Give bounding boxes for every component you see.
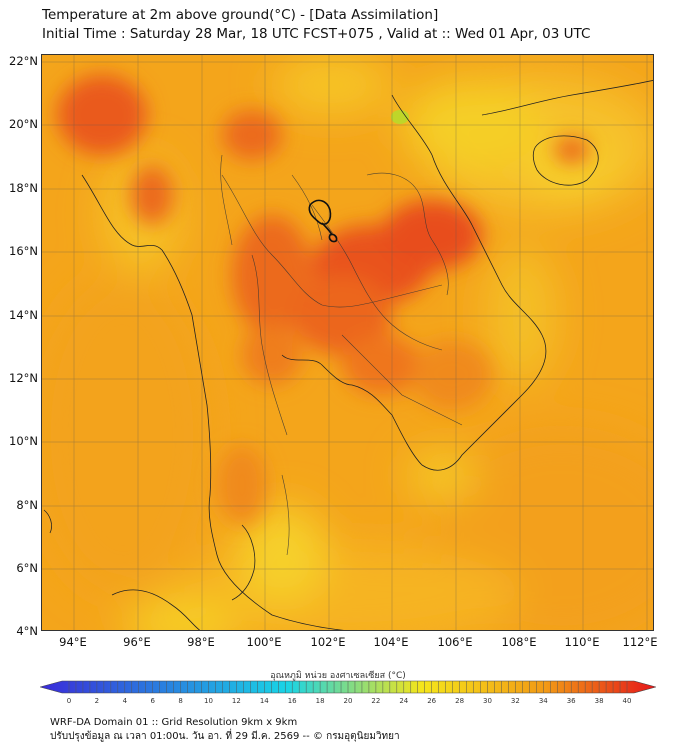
lat-label-20: 20°N — [9, 117, 38, 131]
map-canvas — [42, 55, 653, 630]
lat-label-12: 12°N — [9, 371, 38, 385]
colorbar-tick-label: 6 — [150, 697, 155, 705]
colorbar-tick-label: 26 — [427, 697, 437, 705]
colorbar-tick-label: 8 — [178, 697, 183, 705]
footer-line-1: WRF-DA Domain 01 :: Grid Resolution 9km … — [50, 717, 298, 728]
colorbar-tick-label: 24 — [399, 697, 409, 705]
lon-label-104: 104°E — [373, 635, 409, 649]
lat-label-8: 8°N — [16, 498, 38, 512]
colorbar-tick-label: 40 — [622, 697, 632, 705]
temperature-map[interactable] — [41, 54, 654, 631]
hot-spot-contour — [308, 199, 338, 243]
colorbar-tick-label: 22 — [371, 697, 381, 705]
lat-label-18: 18°N — [9, 181, 38, 195]
colorbar-tick-label: 14 — [259, 697, 269, 705]
lon-label-108: 108°E — [501, 635, 537, 649]
lat-label-16: 16°N — [9, 244, 38, 258]
lon-label-96: 96°E — [123, 635, 151, 649]
footer-line-2: ปรับปรุงข้อมูล ณ เวลา 01:00น. วัน อา. ที… — [50, 731, 400, 742]
colorbar-tick-label: 4 — [122, 697, 128, 705]
colorbar-tick-label: 0 — [66, 697, 72, 705]
colorbar-tick-label: 32 — [510, 697, 520, 705]
colorbar-tick-label: 38 — [594, 697, 604, 705]
lon-label-98: 98°E — [187, 635, 215, 649]
colorbar-tick-label: 18 — [315, 697, 325, 705]
map-title: Temperature at 2m above ground(°C) - [Da… — [42, 6, 590, 44]
lat-label-22: 22°N — [9, 54, 38, 68]
lat-label-10: 10°N — [9, 434, 38, 448]
lon-label-110: 110°E — [564, 635, 600, 649]
coastlines — [43, 80, 653, 630]
lon-label-106: 106°E — [437, 635, 473, 649]
lat-label-6: 6°N — [16, 561, 38, 575]
lon-label-94: 94°E — [59, 635, 87, 649]
colorbar-tick-label: 2 — [94, 697, 100, 705]
colorbar-tick-label: 16 — [287, 697, 297, 705]
lon-label-102: 102°E — [310, 635, 346, 649]
title-line-1: Temperature at 2m above ground(°C) - [Da… — [42, 7, 439, 23]
colorbar-tick-label: 12 — [231, 697, 241, 705]
colorbar — [40, 680, 656, 694]
graticule — [42, 55, 653, 630]
colorbar-tick-label: 28 — [455, 697, 465, 705]
colorbar-tick-label: 20 — [343, 697, 353, 705]
lat-label-14: 14°N — [9, 308, 38, 322]
lat-label-4: 4°N — [16, 624, 38, 638]
colorbar-tick-label: 10 — [204, 697, 213, 705]
colorbar-tick-label: 30 — [483, 697, 492, 705]
title-line-2: Initial Time : Saturday 28 Mar, 18 UTC F… — [42, 26, 591, 42]
cool-spot — [391, 110, 409, 124]
lon-label-100: 100°E — [246, 635, 282, 649]
colorbar-tick-label: 36 — [566, 697, 576, 705]
colorbar-title: อุณหภูมิ หน่วย องศาเซลเซียส (°C) — [270, 671, 406, 681]
lon-label-112: 112°E — [622, 635, 658, 649]
footer: WRF-DA Domain 01 :: Grid Resolution 9km … — [50, 716, 400, 744]
colorbar-dividers — [68, 681, 628, 693]
colorbar-tick-label: 34 — [538, 697, 548, 705]
